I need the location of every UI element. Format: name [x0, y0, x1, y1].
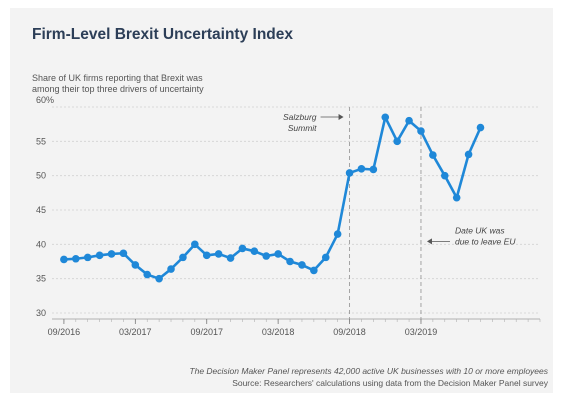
event-label: Salzburg: [283, 112, 317, 122]
y-tick-label: 35: [36, 274, 46, 284]
y-tick-label: 45: [36, 205, 46, 215]
data-point: [83, 253, 92, 262]
data-point: [440, 171, 449, 180]
data-point: [345, 169, 354, 177]
data-point: [202, 251, 211, 260]
y-tick-label: 40: [36, 239, 46, 249]
x-tick-label: 09/2016: [48, 327, 81, 337]
data-point: [238, 244, 247, 253]
x-tick-label: 09/2018: [333, 327, 366, 337]
y-tick-label: 50: [36, 171, 46, 181]
data-point: [214, 250, 223, 258]
data-point: [286, 257, 294, 266]
event-arrowhead: [426, 238, 432, 245]
data-point: [429, 151, 437, 159]
data-point: [417, 127, 425, 135]
data-point: [405, 116, 413, 125]
data-point: [381, 113, 390, 122]
data-point: [250, 247, 259, 255]
data-point: [464, 150, 473, 159]
event-label: due to leave EU: [455, 236, 516, 246]
y-tick-label: 30: [36, 308, 46, 318]
data-point: [107, 250, 116, 258]
data-point: [393, 137, 401, 146]
data-point: [191, 240, 199, 249]
source-note: Source: Researchers' calculations using …: [232, 378, 548, 388]
event-label: Summit: [288, 123, 317, 133]
data-point: [452, 193, 461, 202]
data-point: [226, 254, 235, 262]
data-point: [321, 253, 330, 262]
x-tick-label: 03/2018: [262, 327, 295, 337]
data-point: [179, 253, 187, 262]
data-point: [357, 165, 366, 173]
data-point: [155, 274, 163, 283]
data-point: [298, 261, 306, 269]
data-point: [60, 255, 68, 264]
data-point: [369, 165, 378, 174]
chart-subtitle: Share of UK firms reporting that Brexit …: [32, 73, 204, 94]
data-point: [274, 250, 282, 258]
event-label: Date UK was: [455, 225, 505, 235]
x-tick-label: 09/2017: [190, 327, 223, 337]
data-point: [167, 265, 175, 273]
data-point: [310, 266, 318, 275]
data-point: [131, 261, 140, 269]
chart-title: Firm-Level Brexit Uncertainty Index: [32, 26, 293, 43]
y-tick-label: 55: [36, 136, 46, 146]
data-point: [143, 270, 152, 279]
x-tick-label: 03/2017: [119, 327, 152, 337]
data-point: [72, 254, 80, 263]
panel-note: The Decision Maker Panel represents 42,0…: [189, 366, 548, 376]
y-tick-label: 60%: [36, 95, 54, 105]
data-point: [333, 230, 342, 238]
data-point: [262, 252, 271, 260]
event-arrowhead: [338, 114, 344, 120]
data-point: [119, 249, 128, 258]
data-point: [95, 251, 104, 260]
chart-panel: [10, 8, 553, 393]
data-point: [476, 123, 485, 132]
x-tick-label: 03/2019: [405, 327, 438, 337]
